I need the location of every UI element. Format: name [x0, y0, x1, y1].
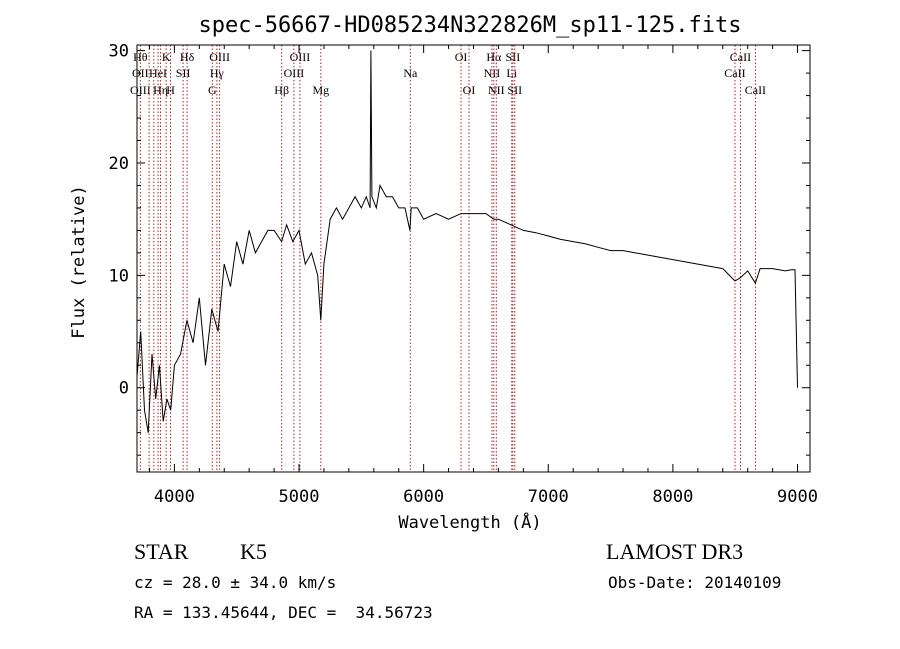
line-marker-label: Hα [486, 50, 502, 64]
y-tick-label: 30 [109, 42, 129, 62]
line-marker-label: Hδ [180, 50, 195, 64]
x-tick-label: 5000 [279, 487, 320, 507]
x-tick-label: 8000 [652, 487, 693, 507]
y-axis-label: Flux (relative) [69, 185, 89, 339]
object-subclass: K5 [240, 539, 267, 564]
x-tick-label: 7000 [528, 487, 569, 507]
y-tick-label: 10 [109, 266, 129, 286]
survey-name: LAMOST DR3 [606, 539, 744, 564]
line-marker-label: OIII [209, 50, 230, 64]
line-marker-label: Hη [153, 83, 168, 97]
line-marker-label: NII [488, 83, 505, 97]
line-marker-label: OI [463, 83, 476, 97]
line-marker-label: Na [403, 66, 418, 80]
line-marker-label: HeI [149, 66, 167, 80]
x-axis: 4000 5000 6000 7000 8000 9000 [148, 45, 818, 507]
plot-frame [136, 44, 811, 473]
line-marker-label: Hγ [210, 66, 225, 80]
line-marker-label: NII [484, 66, 501, 80]
line-marker-label: Li [506, 66, 517, 80]
line-marker-label: SII [507, 83, 522, 97]
line-marker-label: G [208, 83, 217, 97]
line-marker-label: OIII [130, 83, 151, 97]
redshift-velocity: cz = 28.0 ± 34.0 km/s [134, 573, 337, 592]
line-markers: HθOIIOIIIHeIHηKHSIIHδGHγOIIIHβOIIIOIIIMg… [130, 45, 766, 472]
y-axis: 0 10 20 30 [109, 42, 810, 456]
line-marker-label: Mg [312, 83, 329, 97]
x-axis-label: Wavelength (Å) [398, 511, 541, 533]
line-marker-label: SII [506, 50, 521, 64]
object-class: STAR [134, 539, 189, 564]
x-tick-label: 4000 [154, 487, 195, 507]
y-tick-label: 0 [119, 379, 129, 399]
y-tick-label: 20 [109, 154, 129, 174]
line-marker-label: Hβ [274, 83, 289, 97]
line-marker-label: CaII [730, 50, 751, 64]
spectrum-line [136, 50, 798, 433]
line-marker-label: K [162, 50, 171, 64]
line-marker-label: SII [176, 66, 191, 80]
line-marker-label: OIII [284, 66, 305, 80]
chart-title: spec-56667-HD085234N322826M_sp11-125.fit… [198, 13, 741, 38]
line-marker-label: CaII [724, 66, 745, 80]
x-tick-label: 6000 [403, 487, 444, 507]
line-marker-label: OIII [290, 50, 311, 64]
line-marker-label: Hθ [133, 50, 148, 64]
coordinates: RA = 133.45644, DEC = 34.56723 [134, 603, 433, 622]
line-marker-label: OI [455, 50, 468, 64]
observation-date: Obs-Date: 20140109 [608, 573, 782, 592]
line-marker-label: H [166, 83, 175, 97]
x-tick-label: 9000 [777, 487, 818, 507]
line-marker-label: CaII [745, 83, 766, 97]
